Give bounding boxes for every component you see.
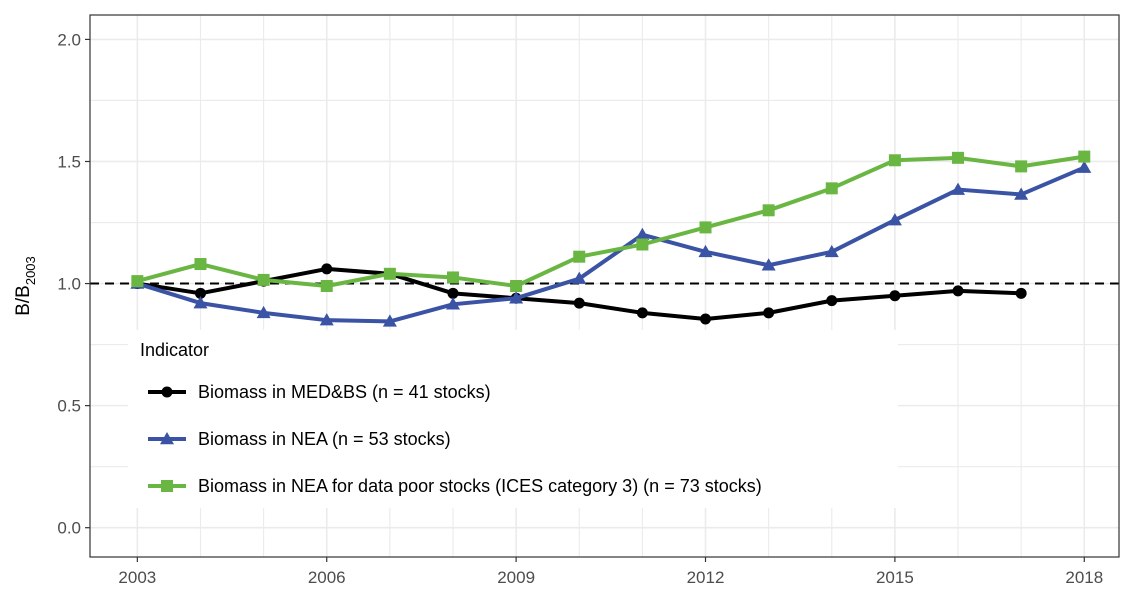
series-2-point (193, 296, 208, 309)
series-2-point (445, 297, 460, 310)
y-axis-title: B/B2003 (13, 256, 38, 316)
x-tick-label: 2018 (1065, 568, 1103, 587)
legend-background (128, 330, 898, 508)
series-3-line (135, 154, 1087, 288)
legend-key-marker (160, 432, 174, 445)
series-1-point (889, 290, 901, 302)
legend-item-2: Biomass in NEA (n = 53 stocks) (148, 429, 451, 449)
series-3-point (446, 271, 459, 284)
series-2-line (135, 165, 1087, 324)
series-3-point (383, 267, 396, 280)
y-tick-label: 2.0 (57, 30, 81, 49)
y-axis-title-main: B/B (13, 285, 34, 316)
series-3-point (888, 154, 901, 167)
x-tick-label: 2006 (308, 568, 346, 587)
series-1-point (700, 313, 712, 325)
legend-items: Biomass in MED&BS (n = 41 stocks) Biomass… (148, 382, 762, 496)
series-1-point (447, 287, 459, 299)
series-2-point (887, 213, 902, 226)
series-1-point (763, 307, 775, 319)
series-2-point (509, 291, 524, 304)
x-tick-label: 2015 (876, 568, 914, 587)
series-2-point (572, 271, 587, 284)
y-tick-label: 0.5 (57, 397, 81, 416)
series-2-point (256, 305, 271, 319)
series-2-point (1077, 160, 1092, 173)
series-3-point (257, 273, 270, 286)
series-3-point (825, 182, 838, 195)
y-tick-label: 1.5 (57, 152, 81, 171)
series-1-point (321, 263, 333, 275)
series-2-point (1014, 187, 1029, 200)
legend-label: Biomass in MED&BS (n = 41 stocks) (198, 382, 491, 402)
legend-item-1: Biomass in MED&BS (n = 41 stocks) (148, 382, 491, 402)
axis-ticks: 0.0 0.5 1.0 1.5 2.0 2003 2006 2009 2012 2015 2018 (57, 30, 1103, 587)
legend-key-marker (161, 480, 173, 492)
series-2-point (698, 244, 713, 258)
y-axis-title-subscript: 2003 (23, 256, 38, 285)
legend: Indicator Biomass in MED&BS (n = 41 stoc… (128, 330, 898, 508)
series-3-point (194, 258, 207, 271)
legend-label: Biomass in NEA (n = 53 stocks) (198, 429, 451, 449)
series-layer (130, 150, 1092, 327)
series-2-point (824, 244, 839, 258)
series-3-point (510, 280, 523, 292)
x-tick-label: 2012 (687, 568, 725, 587)
series-2-point (761, 258, 776, 271)
x-tick-label: 2009 (497, 568, 535, 587)
legend-label: Biomass in NEA for data poor stocks (ICE… (198, 476, 762, 496)
series-1-point (952, 285, 964, 297)
series-1-point (1015, 287, 1027, 299)
legend-title: Indicator (140, 340, 209, 360)
series-1-point (194, 287, 206, 299)
series-1-point (573, 297, 585, 309)
series-2-point (951, 182, 966, 195)
series-1-point (826, 295, 838, 307)
legend-item-3: Biomass in NEA for data poor stocks (ICE… (148, 476, 762, 496)
legend-key-marker (161, 386, 173, 398)
series-3-point (1015, 160, 1028, 173)
series-3-point (320, 280, 333, 292)
series-3-point (131, 275, 144, 288)
series-1-point (636, 307, 648, 319)
series-3-point (1078, 150, 1091, 163)
x-tick-label: 2003 (118, 568, 156, 587)
y-tick-label: 1.0 (57, 275, 81, 294)
y-tick-label: 0.0 (57, 519, 81, 538)
series-2-point (319, 313, 334, 326)
series-3-point (636, 238, 649, 251)
series-2-point (635, 227, 650, 240)
panel-border (89, 14, 1120, 558)
series-2-point (382, 314, 397, 327)
series-3 (131, 150, 1091, 292)
series-3-point (762, 204, 775, 217)
series-3-point (573, 250, 586, 263)
series-3-point (699, 221, 712, 234)
series-3-point (952, 151, 965, 164)
